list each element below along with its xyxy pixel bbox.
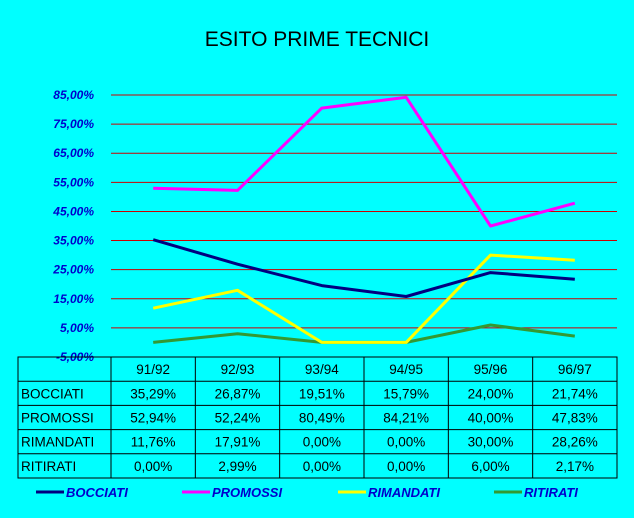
table-cell: 15,79% xyxy=(383,386,429,401)
table-cell: 28,26% xyxy=(552,435,598,450)
y-tick-label: 85,00% xyxy=(53,88,94,102)
x-tick-label: 96/97 xyxy=(558,362,592,377)
series-line-rimandati xyxy=(152,253,575,344)
x-tick-label: 91/92 xyxy=(136,362,170,377)
table-row-label: PROMOSSI xyxy=(21,411,94,426)
y-tick-label: 25,00% xyxy=(52,263,94,277)
table-cell: 21,74% xyxy=(552,386,598,401)
y-tick-label: 65,00% xyxy=(53,146,94,160)
table-cell: 40,00% xyxy=(468,411,514,426)
table-cell: 52,94% xyxy=(130,411,176,426)
series-line-bocciati xyxy=(152,238,575,298)
table-cell: 30,00% xyxy=(468,435,514,450)
table-cell: 0,00% xyxy=(303,435,341,450)
table-row-label: RITIRATI xyxy=(21,459,76,474)
table-row-label: BOCCIATI xyxy=(21,386,84,401)
series-line-promossi xyxy=(153,95,576,228)
x-tick-label: 94/95 xyxy=(389,362,423,377)
x-tick-label: 93/94 xyxy=(305,362,339,377)
table-cell: 17,91% xyxy=(215,435,261,450)
y-tick-label: 75,00% xyxy=(53,117,94,131)
table-cell: 2,99% xyxy=(218,459,256,474)
legend-label: PROMOSSI xyxy=(212,485,282,500)
table-cell: 0,00% xyxy=(387,459,425,474)
table-cell: 80,49% xyxy=(299,411,345,426)
table-cell: 0,00% xyxy=(387,435,425,450)
y-tick-label: 35,00% xyxy=(53,234,94,248)
legend-label: RIMANDATI xyxy=(368,485,440,500)
x-tick-label: 92/93 xyxy=(221,362,255,377)
x-tick-label: 95/96 xyxy=(474,362,508,377)
table-cell: 11,76% xyxy=(131,435,176,450)
table-cell: 35,29% xyxy=(130,386,176,401)
y-tick-label: 5,00% xyxy=(60,321,94,335)
table-cell: 6,00% xyxy=(471,459,509,474)
legend: BOCCIATI PROMOSSI RIMANDATI RITIRATI xyxy=(36,485,578,500)
table-cell: 0,00% xyxy=(134,459,172,474)
y-tick-label: 55,00% xyxy=(53,175,94,189)
table-cell: 47,83% xyxy=(552,411,598,426)
table-cell: 26,87% xyxy=(215,386,261,401)
table-cell: 52,24% xyxy=(215,411,261,426)
table-cell: 0,00% xyxy=(303,459,341,474)
series-lines xyxy=(152,95,576,344)
legend-label: BOCCIATI xyxy=(66,485,128,500)
y-axis: 85,00% 75,00% 65,00% 55,00% 45,00% 35,00% 25,0… xyxy=(52,88,94,364)
table-row-label: RIMANDATI xyxy=(21,435,94,450)
table-cell: 19,51% xyxy=(299,386,345,401)
table-cell: 84,21% xyxy=(383,411,429,426)
data-table: 91/92 92/93 93/94 94/95 95/96 96/97 BOCCIATI 35… xyxy=(17,356,618,479)
table-cell: 2,17% xyxy=(556,459,594,474)
chart-title: ESITO PRIME TECNICI xyxy=(205,28,429,51)
gridlines xyxy=(18,94,617,358)
legend-label: RITIRATI xyxy=(524,485,578,500)
y-tick-label: 15,00% xyxy=(53,292,94,306)
table-cell: 24,00% xyxy=(468,386,514,401)
y-tick-label: 45,00% xyxy=(52,204,94,218)
